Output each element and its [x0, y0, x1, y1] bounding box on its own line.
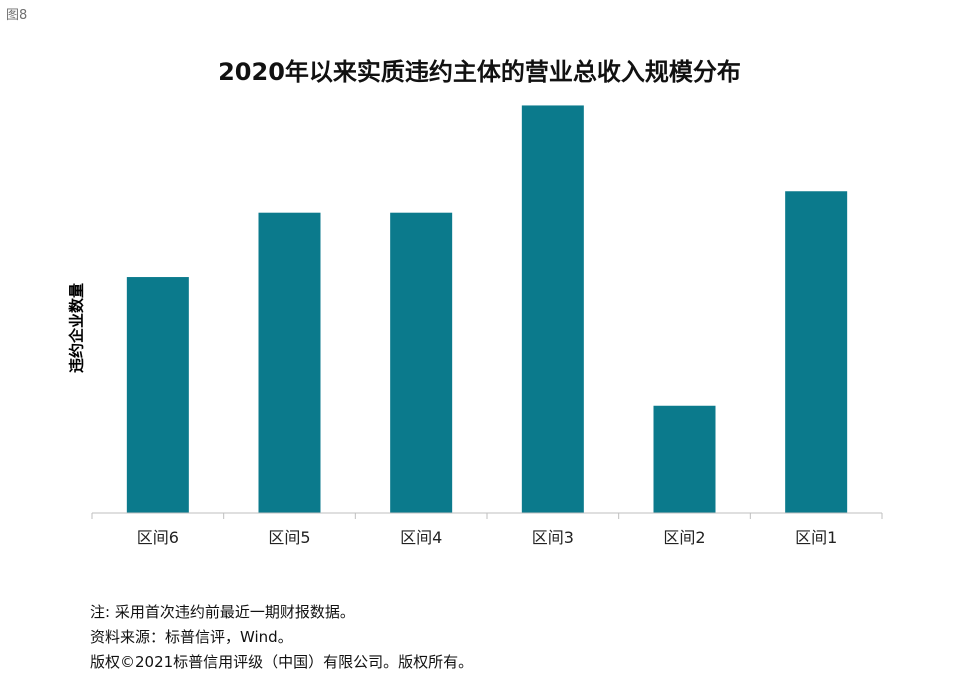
note-line: 注: 采用首次违约前最近一期财报数据。	[90, 603, 355, 621]
chart-title: 2020年以来实质违约主体的营业总收入规模分布	[218, 58, 741, 86]
bars-group	[126, 105, 848, 513]
x-tick-label: 区间3	[532, 528, 574, 547]
footnotes: 注: 采用首次违约前最近一期财报数据。 资料来源：标普信评，Wind。 版权©2…	[90, 600, 473, 675]
x-tick-label: 区间6	[137, 528, 179, 547]
x-tick-labels: 区间6 区间5 区间4 区间3 区间2 区间1	[137, 528, 838, 547]
x-tick-label: 区间1	[795, 528, 837, 547]
figure-label: 图8	[6, 8, 28, 23]
x-tick-label: 区间4	[400, 528, 442, 547]
bar-1	[126, 277, 189, 513]
copyright-line: 版权©2021标普信用评级（中国）有限公司。版权所有。	[90, 653, 474, 671]
bar-5	[653, 405, 716, 513]
x-ticks-group	[91, 513, 883, 519]
x-tick-label: 区间5	[268, 528, 310, 547]
bar-4	[521, 105, 584, 513]
source-line: 资料来源：标普信评，Wind。	[90, 628, 293, 646]
bar-3	[390, 212, 453, 513]
bar-2	[258, 212, 321, 513]
bar-6	[785, 191, 848, 513]
x-tick-label: 区间2	[663, 528, 705, 547]
